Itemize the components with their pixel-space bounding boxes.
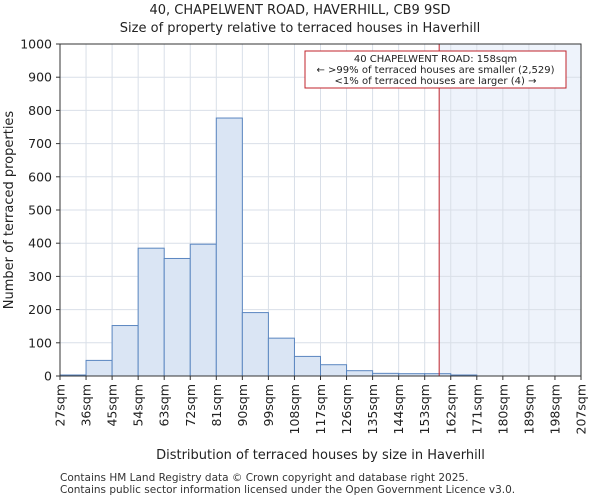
- x-tick-label: 144sqm: [391, 384, 406, 434]
- y-tick-label: 100: [28, 335, 52, 350]
- attribution-line-2: Contains public sector information licen…: [60, 484, 516, 496]
- histogram-bar: [163, 257, 191, 377]
- annotation-line-2: ← >99% of terraced houses are smaller (2…: [317, 65, 555, 76]
- x-tick-label: 108sqm: [287, 384, 302, 434]
- y-tick-label: 400: [28, 236, 52, 251]
- x-tick-label: 117sqm: [313, 384, 328, 434]
- x-tick-label: 171sqm: [469, 384, 484, 434]
- x-tick-label: 198sqm: [547, 384, 562, 434]
- histogram-bar: [267, 337, 295, 377]
- chart-subtitle: Size of property relative to terraced ho…: [119, 21, 481, 36]
- histogram-bar: [137, 247, 165, 377]
- y-tick-label: 300: [28, 269, 52, 284]
- y-tick-label: 600: [28, 169, 52, 184]
- y-tick-label: 1000: [20, 37, 52, 52]
- x-tick-label: 27sqm: [53, 384, 68, 427]
- x-tick-label: 180sqm: [495, 384, 510, 434]
- attribution: Contains HM Land Registry data © Crown c…: [60, 472, 515, 496]
- x-tick-label: 135sqm: [365, 384, 380, 434]
- y-tick-label: 200: [28, 302, 52, 317]
- x-tick-label: 162sqm: [443, 384, 458, 434]
- histogram-bar: [241, 312, 269, 377]
- x-tick-label: 81sqm: [209, 384, 224, 427]
- chart-title-block: 40, CHAPELWENT ROAD, HAVERHILL, CB9 9SD …: [0, 2, 600, 38]
- y-tick-label: 800: [28, 103, 52, 118]
- x-tick-label: 54sqm: [131, 384, 146, 427]
- annotation-line-3: <1% of terraced houses are larger (4) →: [335, 76, 537, 87]
- x-tick-label: 36sqm: [79, 384, 94, 427]
- histogram-bar: [293, 355, 322, 377]
- x-tick-label: 207sqm: [574, 384, 589, 434]
- y-tick-label: 0: [44, 369, 52, 384]
- x-tick-label: 63sqm: [157, 384, 172, 427]
- histogram-bar: [320, 364, 348, 377]
- y-axis-label: Number of terraced properties: [2, 111, 17, 310]
- chart-title: 40, CHAPELWENT ROAD, HAVERHILL, CB9 9SD: [149, 3, 451, 18]
- x-tick-label: 72sqm: [183, 384, 198, 427]
- x-tick-label: 99sqm: [261, 384, 276, 427]
- histogram-bar: [189, 243, 217, 377]
- histogram-bar: [111, 325, 139, 377]
- y-tick-label: 700: [28, 136, 52, 151]
- y-axis: 0 100 200 300 400 500 600 700 800 900 1000: [20, 37, 60, 384]
- x-axis-label: Distribution of terraced houses by size …: [156, 448, 485, 463]
- y-tick-label: 900: [28, 70, 52, 85]
- x-axis: 27sqm 36sqm 45sqm 54sqm 63sqm 72sqm 81sqm 90sqm…: [53, 376, 589, 434]
- annotation-frame: [304, 50, 567, 89]
- attribution-line-1: Contains HM Land Registry data © Crown c…: [60, 472, 469, 484]
- y-tick-label: 500: [28, 203, 52, 218]
- histogram-bar: [346, 370, 374, 377]
- x-tick-label: 45sqm: [105, 384, 120, 427]
- annotation-box: 40 CHAPELWENT ROAD: 158sqm ← >99% of ter…: [304, 50, 567, 89]
- x-tick-label: 90sqm: [235, 384, 250, 427]
- histogram-chart: 0 100 200 300 400 500 600 700 800 900 1000 27sqm 36…: [2, 37, 589, 464]
- x-tick-label: 189sqm: [521, 384, 536, 434]
- annotation-line-1: 40 CHAPELWENT ROAD: 158sqm: [354, 54, 517, 65]
- x-tick-label: 153sqm: [417, 384, 432, 434]
- histogram-bar: [85, 359, 113, 377]
- x-tick-label: 126sqm: [339, 384, 354, 434]
- histogram-bar: [215, 117, 243, 377]
